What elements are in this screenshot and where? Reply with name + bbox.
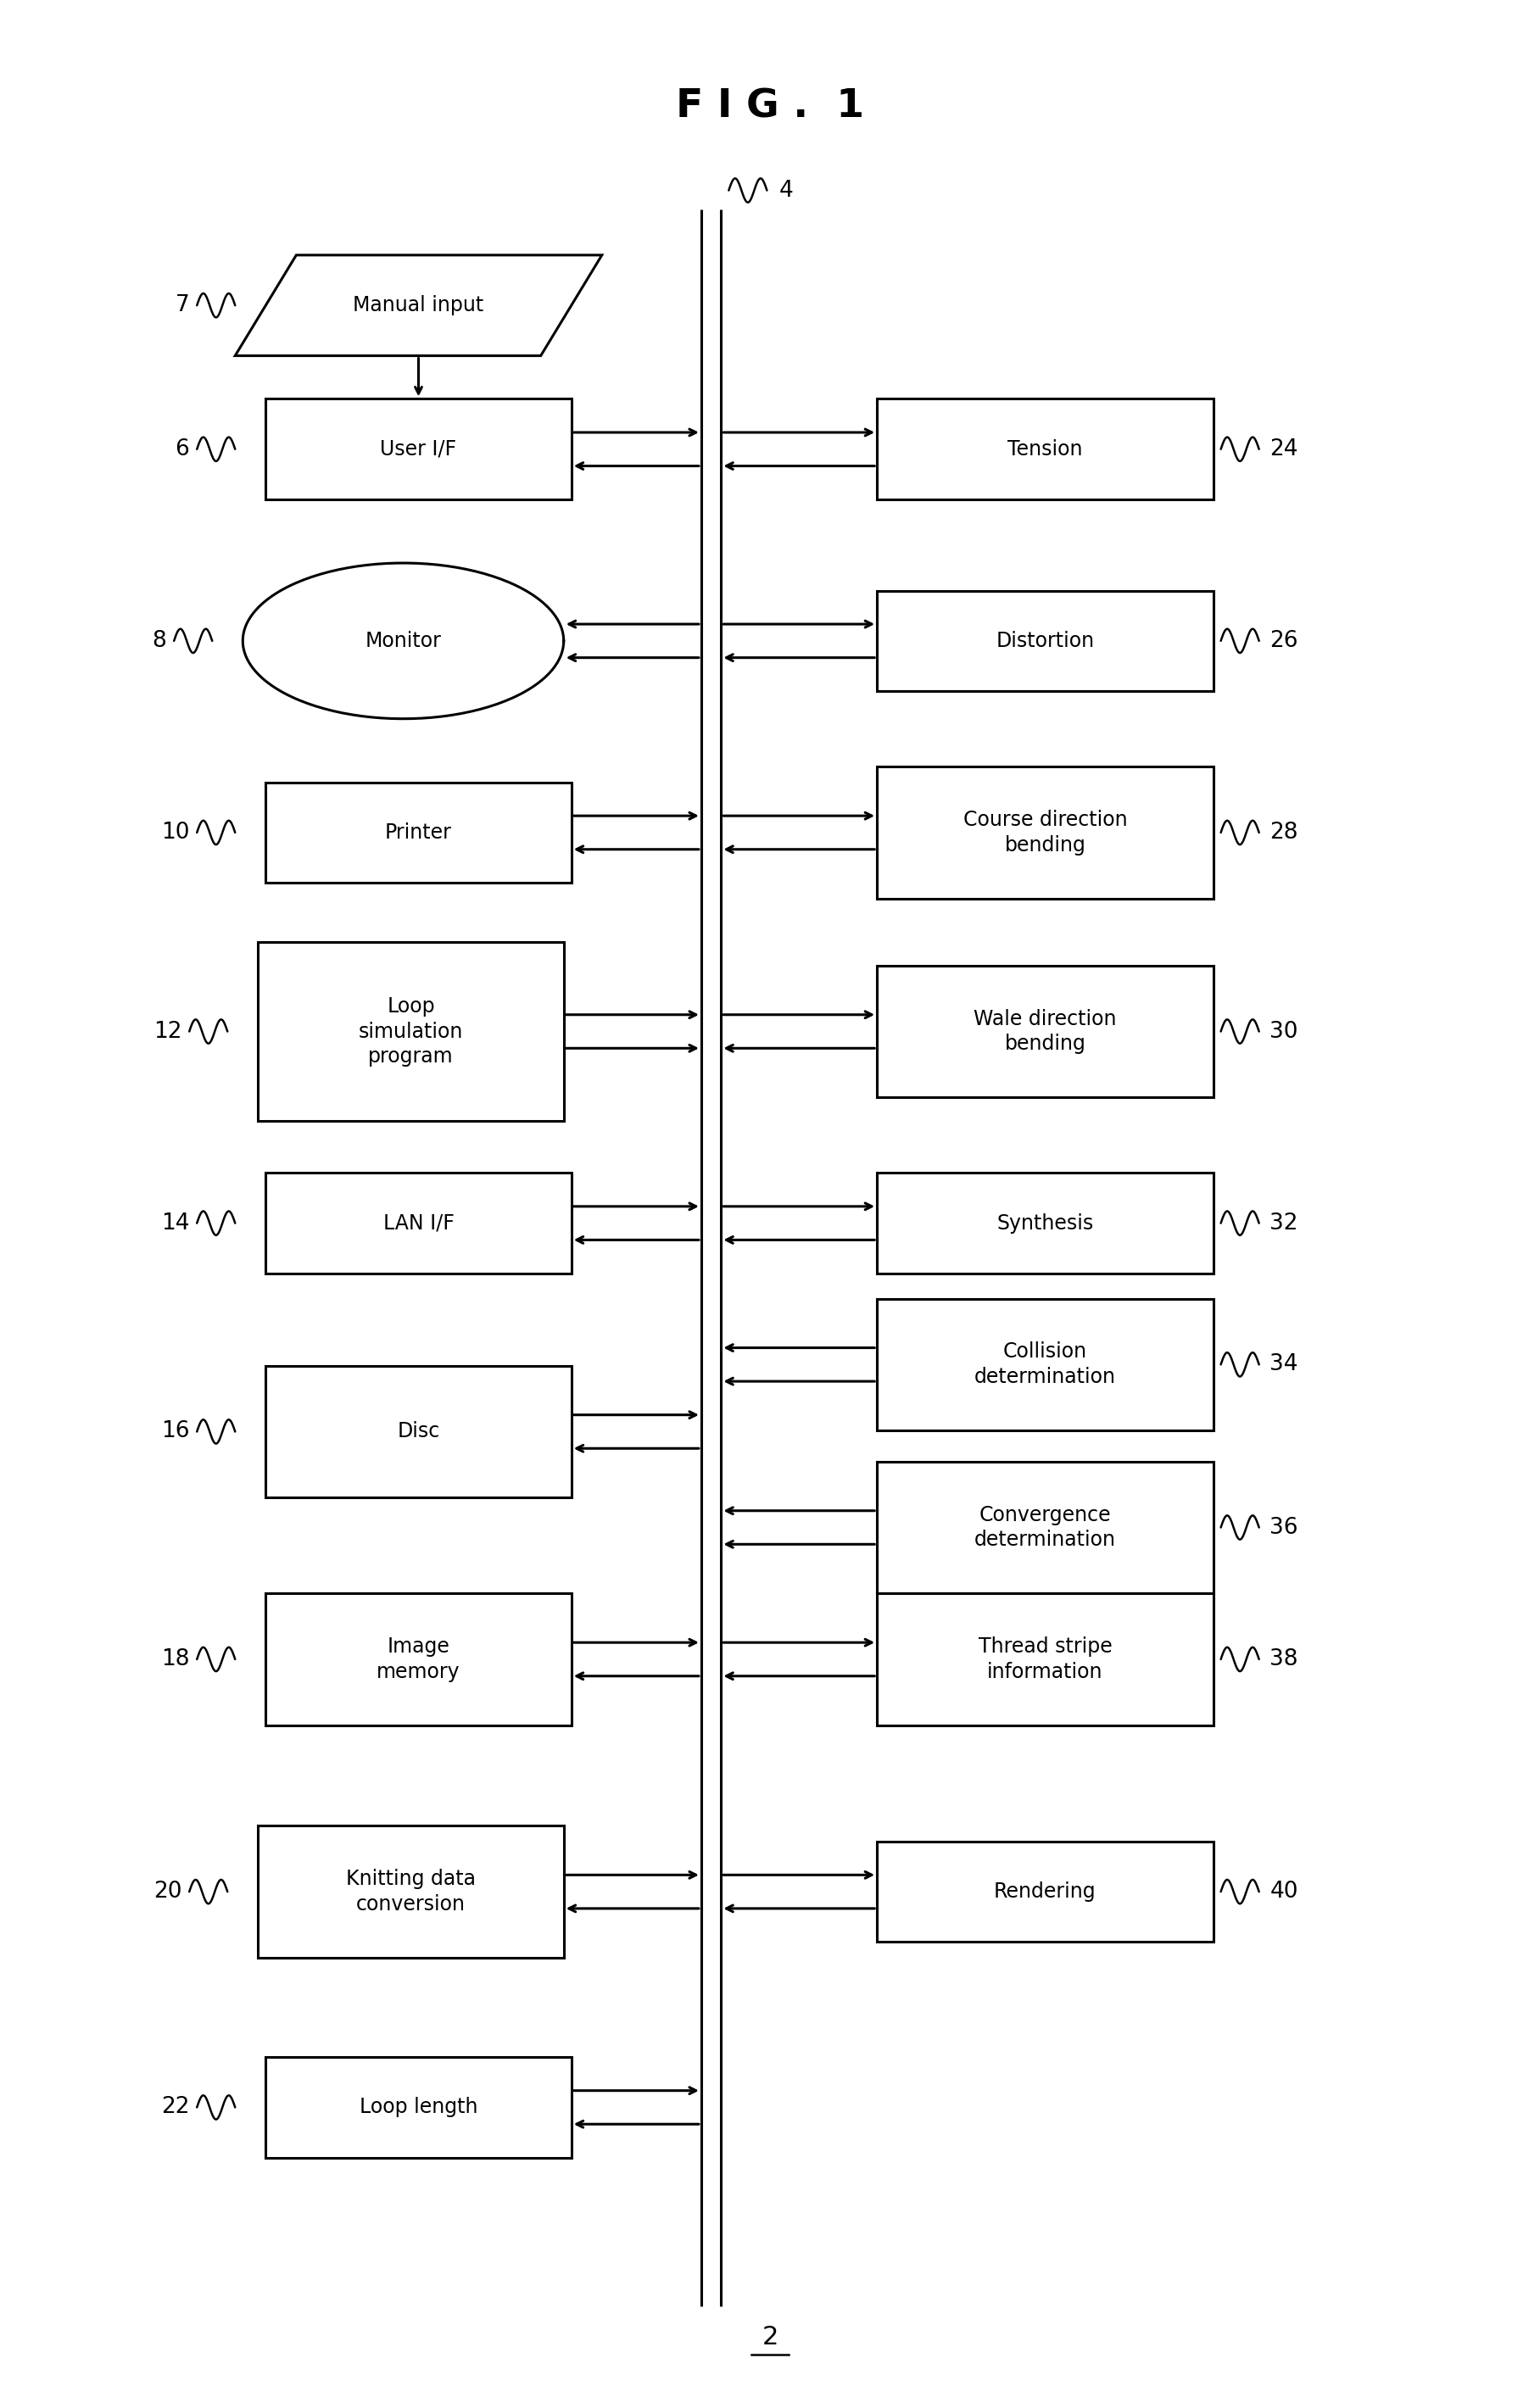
Text: 16: 16	[160, 1421, 189, 1442]
Text: Course direction
bending: Course direction bending	[962, 809, 1127, 855]
Text: 10: 10	[160, 821, 189, 843]
Text: Image
memory: Image memory	[377, 1637, 460, 1683]
Text: 26: 26	[1269, 631, 1298, 653]
Text: Disc: Disc	[397, 1421, 440, 1442]
Bar	[266, 1365, 571, 1498]
Text: Printer: Printer	[385, 824, 451, 843]
Text: 38: 38	[1269, 1647, 1298, 1671]
Text: 7: 7	[176, 294, 189, 315]
Text: Manual input: Manual input	[353, 296, 484, 315]
Text: 20: 20	[152, 1881, 182, 1902]
Text: 40: 40	[1269, 1881, 1298, 1902]
Text: 14: 14	[160, 1211, 189, 1235]
Text: Convergence
determination: Convergence determination	[975, 1505, 1116, 1551]
Text: Distortion: Distortion	[996, 631, 1095, 650]
Text: 24: 24	[1269, 438, 1298, 460]
Bar	[876, 1298, 1214, 1430]
Text: 30: 30	[1269, 1021, 1298, 1043]
Text: Tension: Tension	[1007, 438, 1083, 460]
Bar	[876, 400, 1214, 498]
Text: Synthesis: Synthesis	[996, 1214, 1093, 1233]
Text: 8: 8	[152, 631, 166, 653]
Text: LAN I/F: LAN I/F	[383, 1214, 454, 1233]
Text: Rendering: Rendering	[993, 1881, 1096, 1902]
Bar	[266, 1594, 571, 1724]
Text: Loop length: Loop length	[359, 2097, 477, 2117]
Text: Wale direction
bending: Wale direction bending	[973, 1009, 1116, 1055]
Text: User I/F: User I/F	[380, 438, 457, 460]
Text: 28: 28	[1269, 821, 1298, 843]
Text: Monitor: Monitor	[365, 631, 442, 650]
Text: 18: 18	[160, 1647, 189, 1671]
Text: 32: 32	[1269, 1211, 1298, 1235]
Text: 34: 34	[1269, 1353, 1298, 1375]
Bar	[259, 942, 564, 1122]
Text: 22: 22	[160, 2097, 189, 2119]
Text: 4: 4	[779, 178, 793, 202]
Text: Collision
determination: Collision determination	[975, 1341, 1116, 1387]
Bar	[266, 1173, 571, 1274]
Bar	[876, 966, 1214, 1098]
Bar	[876, 1842, 1214, 1941]
Bar	[266, 783, 571, 884]
Text: 2: 2	[762, 2324, 778, 2350]
Text: 6: 6	[176, 438, 189, 460]
Bar	[876, 1173, 1214, 1274]
Text: 12: 12	[152, 1021, 182, 1043]
Bar	[259, 1825, 564, 1958]
Text: 36: 36	[1269, 1517, 1298, 1539]
Bar	[876, 590, 1214, 691]
Bar	[876, 766, 1214, 898]
Text: Loop
simulation
program: Loop simulation program	[359, 997, 464, 1067]
Bar	[266, 2056, 571, 2158]
Bar	[266, 400, 571, 498]
Text: Knitting data
conversion: Knitting data conversion	[347, 1869, 476, 1914]
Text: Thread stripe
information: Thread stripe information	[978, 1637, 1112, 1683]
Bar	[876, 1462, 1214, 1594]
Bar	[876, 1594, 1214, 1724]
Text: F I G .  1: F I G . 1	[676, 87, 864, 125]
